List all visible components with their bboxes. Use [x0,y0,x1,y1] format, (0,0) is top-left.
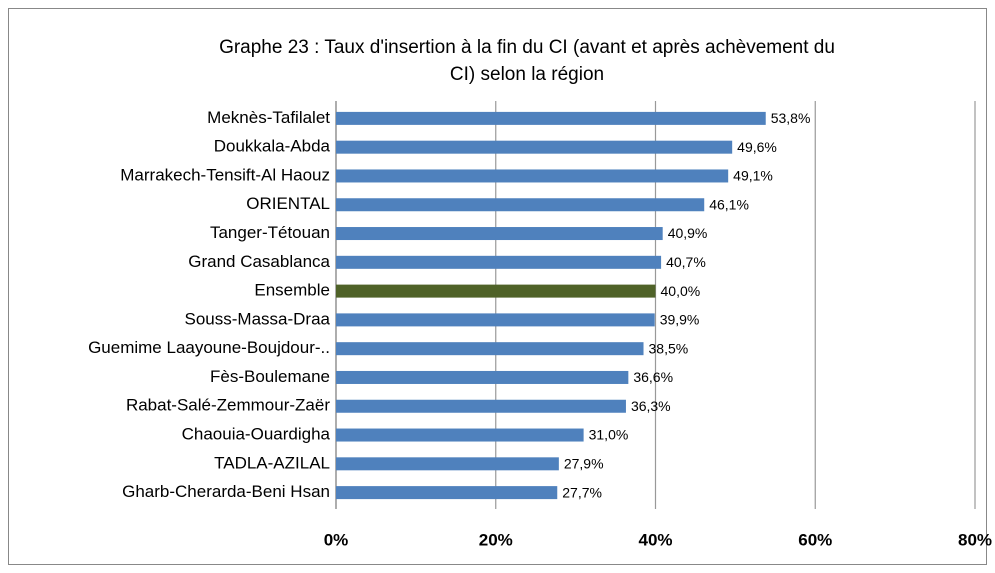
y-tick-label: Meknès-Tafilalet [207,108,330,127]
y-tick-label: Chaouia-Ouardigha [182,425,331,444]
chart-title: Graphe 23 : Taux d'insertion à la fin du… [219,37,835,58]
chart-title: CI) selon la région [450,64,604,85]
bar [336,227,663,241]
bar [336,313,655,327]
y-tick-label: Guemime Laayoune-Boujdour-.. [88,338,330,357]
value-label: 40,7% [666,254,706,270]
value-label: 36,3% [631,398,671,414]
bar [336,399,626,413]
y-tick-label: Doukkala-Abda [214,137,331,156]
value-label: 36,6% [633,369,673,385]
value-label: 38,5% [649,340,689,356]
bar [336,284,656,298]
bar [336,486,558,500]
value-label: 49,6% [737,139,777,155]
bar [336,169,729,183]
y-tick-label: Souss-Massa-Draa [185,309,331,328]
x-tick-label: 40% [638,530,672,549]
y-tick-label: Gharb-Cherarda-Beni Hsan [122,482,330,501]
bar [336,140,733,154]
value-label: 31,0% [589,427,629,443]
value-label: 27,9% [564,456,604,472]
bar [336,255,662,269]
x-tick-label: 20% [479,530,513,549]
y-tick-label: Marrakech-Tensift-Al Haouz [120,165,330,184]
value-label: 46,1% [709,196,749,212]
x-tick-label: 60% [798,530,832,549]
y-tick-label: Rabat-Salé-Zemmour-Zaër [126,396,330,415]
bar [336,342,644,356]
bar [336,111,766,125]
value-label: 40,9% [668,225,708,241]
value-label: 49,1% [733,168,773,184]
bar [336,457,559,471]
bar [336,198,705,212]
bar [336,370,629,384]
y-tick-label: Tanger-Tétouan [210,223,330,242]
y-tick-label: Grand Casablanca [188,252,330,271]
y-tick-label: TADLA-AZILAL [214,453,330,472]
bar [336,428,584,442]
y-tick-label: Fès-Boulemane [210,367,330,386]
value-label: 53,8% [771,110,811,126]
x-tick-label: 80% [958,530,992,549]
x-tick-label: 0% [324,530,349,549]
value-label: 40,0% [661,283,701,299]
y-tick-label: ORIENTAL [246,194,330,213]
value-label: 27,7% [562,484,602,500]
value-label: 39,9% [660,312,700,328]
y-tick-label: Ensemble [254,281,330,300]
